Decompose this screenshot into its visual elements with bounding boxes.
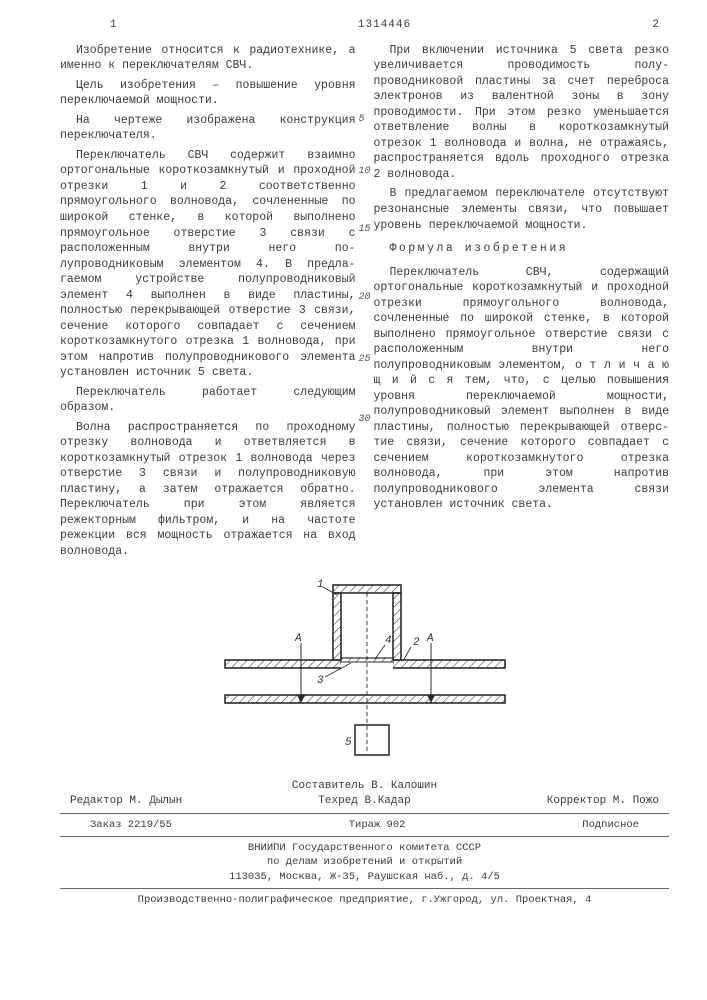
- page-num-left: 1: [110, 18, 117, 33]
- line-num: 30: [359, 413, 371, 427]
- credits-block: Составитель В. Калошин Редактор М. Дылын…: [60, 779, 669, 809]
- page-header: 1 1314446 2: [60, 18, 669, 33]
- fig-label-A1: A: [294, 633, 302, 645]
- para: Волна распространяется по проход­ному от…: [60, 420, 356, 560]
- line-num: 25: [359, 353, 371, 367]
- stub-top-wall: [333, 585, 401, 593]
- para: Переключатель СВЧ содержит взаимно ортог…: [60, 148, 356, 381]
- techred: Техред В.Кадар: [318, 794, 410, 809]
- separator: [60, 836, 669, 837]
- formula-heading: Формула изобретения: [390, 241, 670, 257]
- claim-text: Переключатель СВЧ, содержащий ортогональ…: [374, 265, 670, 513]
- line-num: 10: [359, 165, 371, 179]
- editor: Редактор М. Дылын: [70, 794, 182, 809]
- fig-label-5: 5: [345, 737, 352, 749]
- compiler: Составитель В. Калошин: [60, 779, 669, 794]
- patent-number: 1314446: [117, 18, 653, 33]
- fig-label-2: 2: [413, 637, 420, 649]
- leader-line: [403, 647, 411, 661]
- fig-label-4: 4: [385, 635, 392, 647]
- para: При включении источника 5 света рез­ко у…: [374, 43, 670, 183]
- separator: [60, 888, 669, 889]
- line-num: 20: [359, 291, 371, 305]
- print-run: Тираж 902: [349, 818, 406, 832]
- para: Цель изобретения – повышение уров­ня пер…: [60, 78, 356, 109]
- text-columns-wrap: 5 10 15 20 25 30 Изобретение относится к…: [60, 43, 669, 564]
- line-num: 15: [359, 223, 371, 237]
- fig-label-1: 1: [317, 579, 324, 591]
- subscription: Подписное: [582, 818, 639, 832]
- left-column: Изобретение относится к радиотех­нике, а…: [60, 43, 356, 564]
- wg-bottom-wall: [225, 695, 505, 703]
- corrector: Корректор М. Пожо: [547, 794, 659, 809]
- address: 113035, Москва, Ж-35, Раушская наб., д. …: [60, 870, 669, 884]
- order-number: Заказ 2219/55: [90, 818, 172, 832]
- org-line-1: ВНИИПИ Государственного комитета СССР: [60, 841, 669, 855]
- publisher-block: ВНИИПИ Государственного комитета СССР по…: [60, 841, 669, 884]
- org-line-2: по делам изобретений и открытий: [60, 855, 669, 869]
- printer-line: Производственно-полиграфическое предприя…: [60, 893, 669, 907]
- waveguide-diagram: 1 2 3 4 5 A A: [205, 575, 525, 765]
- order-row: Заказ 2219/55 Тираж 902 Подписное: [60, 818, 669, 832]
- credits-row: Редактор М. Дылын Техред В.Кадар Коррект…: [60, 794, 669, 809]
- patent-page: 1 1314446 2 5 10 15 20 25 30 Изобретение…: [0, 0, 707, 927]
- line-num: 5: [359, 113, 365, 127]
- stub-right-wall: [393, 593, 401, 660]
- fig-label-3: 3: [317, 675, 324, 687]
- stub-left-wall: [333, 593, 341, 660]
- page-num-right: 2: [652, 18, 659, 33]
- para: Изобретение относится к радиотех­нике, а…: [60, 43, 356, 74]
- separator: [60, 813, 669, 814]
- para: Переключатель работает следующим образом…: [60, 385, 356, 416]
- para: На чертеже изображена конструк­ция перек…: [60, 113, 356, 144]
- fig-label-A2: A: [426, 633, 434, 645]
- light-source-box: [355, 725, 389, 755]
- right-column: При включении источника 5 света рез­ко у…: [374, 43, 670, 564]
- leader-line: [375, 645, 385, 659]
- para: В предлагаемом переключателе от­сутствую…: [374, 186, 670, 233]
